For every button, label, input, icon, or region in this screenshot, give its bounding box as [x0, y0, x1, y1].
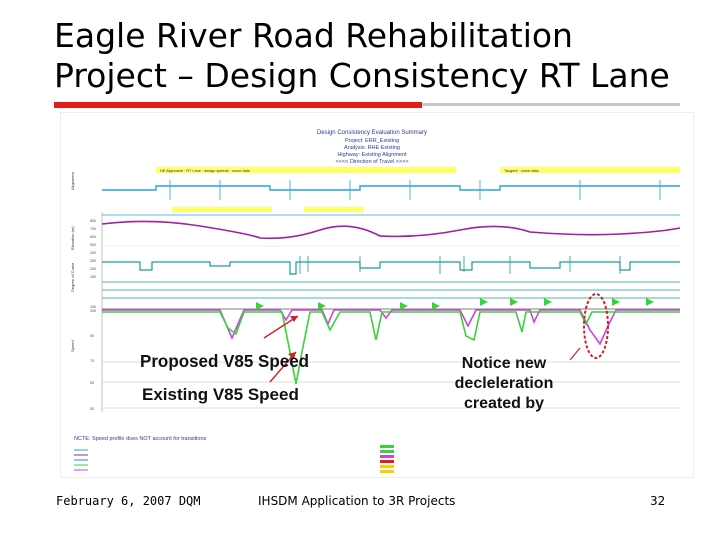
left-axis-labels: Alignment Elevation (m) Degree of Curve …: [70, 171, 75, 352]
svg-text:200: 200: [90, 267, 96, 271]
svg-text:Alignment: Alignment: [70, 171, 75, 190]
existing-speed-annotation: Existing V85 Speed: [142, 385, 299, 404]
chart-header-line3: Analysis: RHE Existing: [344, 145, 400, 151]
ncte-note: NCTE: Speed profile does NOT account for…: [74, 436, 207, 442]
svg-text:HE Alignment · RT Lane · desig: HE Alignment · RT Lane · design speeds ·…: [160, 169, 251, 173]
svg-text:700: 700: [90, 227, 96, 231]
legend-left: [74, 449, 88, 471]
chart-header-line5: <<<< Direction of Travel >>>>: [335, 159, 408, 165]
page-number: 32: [650, 494, 666, 508]
svg-text:30: 30: [90, 407, 94, 411]
chart-header-line2: Project: ERR_Existing: [345, 138, 399, 144]
chart-header-line1: Design Consistency Evaluation Summary: [317, 130, 427, 136]
svg-text:Degree of Curve: Degree of Curve: [70, 262, 75, 292]
svg-text:300: 300: [90, 259, 96, 263]
notice-annotation-line1: Notice new: [462, 355, 547, 372]
legend-right: [380, 445, 394, 473]
svg-text:200: 200: [90, 309, 96, 313]
svg-text:70: 70: [90, 359, 94, 363]
svg-text:100: 100: [90, 305, 96, 309]
svg-text:Tangent · curve data: Tangent · curve data: [504, 169, 540, 173]
svg-text:400: 400: [90, 251, 96, 255]
svg-text:100: 100: [90, 275, 96, 279]
footer-date: February 6, 2007 DQM: [56, 494, 201, 508]
title-accent-bar: [54, 102, 422, 108]
svg-text:50: 50: [90, 381, 94, 385]
notice-annotation-line3: created by: [464, 395, 544, 412]
highlight-ellipse: [583, 293, 609, 359]
svg-text:800: 800: [90, 219, 96, 223]
svg-text:600: 600: [90, 235, 96, 239]
design-consistency-chart: Design Consistency Evaluation Summary Pr…: [60, 112, 694, 478]
chart-header-line4: Highway: Existing Alignment: [337, 152, 407, 158]
notice-annotation-line2: decleleration: [455, 375, 554, 392]
svg-text:90: 90: [90, 334, 94, 338]
slide-title: Eagle River Road Rehabilitation Project …: [54, 16, 670, 95]
svg-text:Speed: Speed: [70, 340, 75, 352]
proposed-speed-annotation: Proposed V85 Speed: [140, 351, 309, 371]
footer-title: IHSDM Application to 3R Projects: [258, 494, 456, 508]
svg-text:Elevation (m): Elevation (m): [70, 226, 75, 250]
alignment-line: [102, 185, 680, 191]
existing-speed-line: [102, 311, 680, 385]
elevation-profile-line: [101, 220, 681, 240]
svg-text:500: 500: [90, 243, 96, 247]
